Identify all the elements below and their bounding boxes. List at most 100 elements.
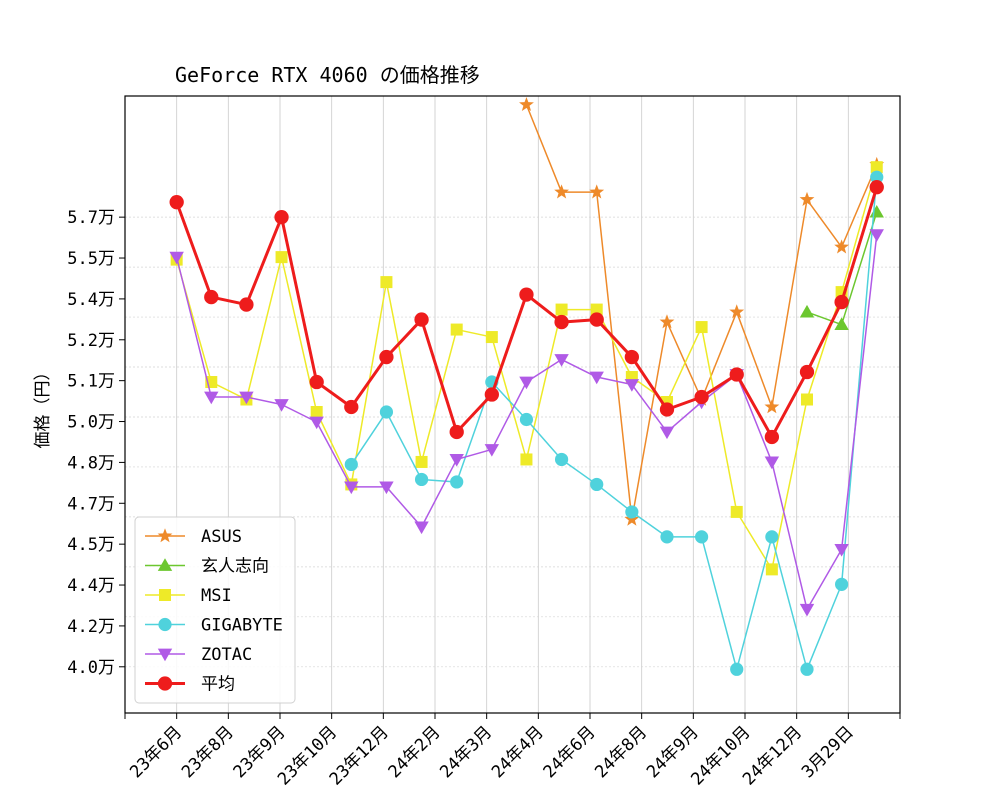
data-point [800,662,814,676]
data-point [519,96,534,112]
y-tick-label: 4.4万 [67,576,115,596]
x-tick-label: 24年3月 [436,722,496,782]
data-point [519,412,534,427]
data-point [625,505,639,519]
data-point [274,399,289,412]
data-point [764,399,780,414]
data-point [834,294,849,310]
series-layer [169,96,885,676]
data-point [275,251,288,264]
series-平均 [169,180,884,445]
data-point [869,180,884,195]
legend-swatch-marker [158,617,172,632]
data-point [344,399,359,415]
data-point [764,429,780,445]
y-tick-label: 4.2万 [67,617,115,637]
series-ASUS [519,96,885,526]
data-point [765,530,779,544]
legend-label: 平均 [201,675,235,695]
plot-frame [124,95,901,714]
legend-entry: ASUS [145,527,242,547]
data-point [415,455,428,468]
data-point [380,276,393,289]
data-point [239,391,254,405]
data-point [590,477,604,492]
y-tick-label: 5.4万 [67,290,115,310]
data-point [765,563,778,576]
y-tick-label: 5.1万 [67,372,115,392]
y-tick-label: 4.0万 [67,658,115,678]
x-tick-label: 23年8月 [178,722,238,782]
data-point [169,251,184,265]
data-point [799,304,815,318]
data-point [449,424,464,440]
y-tick-label: 5.0万 [67,413,115,433]
data-point [344,481,359,495]
data-point [450,323,463,336]
data-point [729,367,744,382]
data-point [660,530,674,544]
y-tick-label: 4.5万 [67,535,115,555]
data-point [834,317,849,330]
legend: ASUS 玄人志向 MSI GIGABYTE ZOTAC 平均 [134,516,296,704]
data-point [310,405,323,418]
y-tick-label: 5.5万 [67,249,115,269]
x-tick-label: 23年6月 [126,722,186,782]
data-point [414,312,429,327]
legend-label: GIGABYTE [201,616,283,636]
data-point [450,475,464,489]
legend-entry: ZOTAC [145,645,252,665]
legend-entry: GIGABYTE [145,616,283,636]
data-point [344,457,358,472]
data-point [379,349,394,365]
data-point [589,184,605,199]
data-point [869,229,884,242]
x-tick-label: 3月29日 [798,722,858,782]
legend-label: 玄人志向 [201,557,269,577]
data-point [764,456,780,470]
data-point [659,314,675,329]
legend-swatch-marker [157,648,173,662]
data-point [624,511,640,526]
data-point [485,331,498,344]
data-point [799,364,815,380]
x-tick-label: 24年6月 [540,722,600,782]
data-point [519,376,534,390]
legend-label: ASUS [201,527,242,547]
legend-box [134,516,296,704]
data-point [204,289,219,305]
legend-swatch-marker [157,528,173,543]
y-tick-label: 4.8万 [67,453,115,473]
data-point [590,303,603,316]
data-point [520,453,533,466]
data-point [659,426,675,440]
data-point [870,170,884,184]
data-point [695,321,708,334]
y-tick-label: 5.7万 [67,208,115,228]
data-point [554,354,569,367]
legend-label: MSI [201,586,232,606]
data-point [695,530,709,544]
data-point [589,312,604,327]
data-point [204,391,219,405]
data-point [659,402,675,417]
data-point [239,297,254,312]
y-tick-label: 4.7万 [67,494,115,514]
data-point [309,416,324,430]
y-tick-label: 5.2万 [67,331,115,351]
x-tick-label: 24年2月 [385,722,445,782]
data-point [729,304,745,319]
data-point [801,393,813,406]
data-point [694,389,709,405]
data-point [414,472,429,487]
x-tick-label: 24年8月 [591,722,651,782]
data-point [379,405,394,419]
data-point [870,161,883,174]
data-point [834,239,850,254]
data-point [799,191,815,206]
data-point [555,303,568,316]
legend-swatch-marker [157,676,173,691]
data-point [554,452,569,467]
chart-title: GeForce RTX 4060 の価格推移 [175,63,480,87]
